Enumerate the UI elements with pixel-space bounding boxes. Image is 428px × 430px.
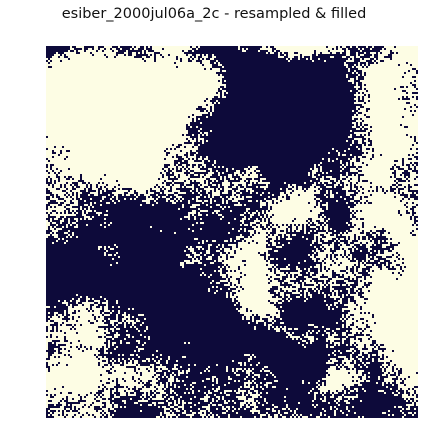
heatmap-plot-area (46, 46, 418, 418)
heatmap-raster (46, 46, 418, 418)
chart-title: esiber_2000jul06a_2c - resampled & fille… (61, 6, 367, 22)
